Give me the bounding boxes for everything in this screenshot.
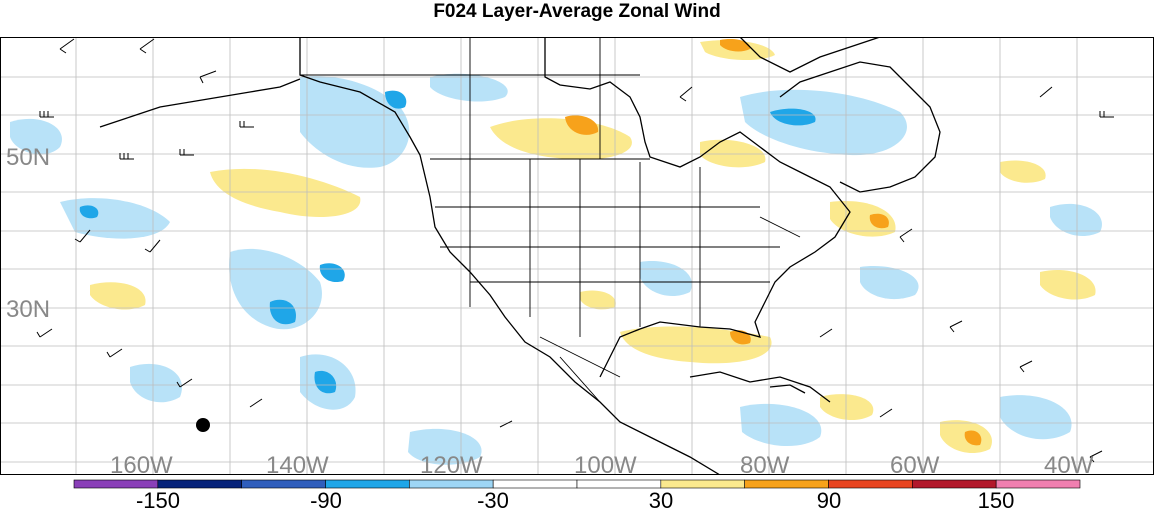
lon-label-160w: 160W: [110, 452, 173, 475]
colorbar-label-90: 90: [817, 488, 841, 511]
colorbar-box: [912, 479, 997, 489]
wind-map: 50N 30N 160W 140W 120W 100W 80W 60W 40W: [0, 36, 1154, 479]
map-panel: 50N 30N 160W 140W 120W 100W 80W 60W 40W: [0, 36, 1154, 479]
lat-label-50n: 50N: [6, 144, 50, 171]
colorbar-box: [409, 479, 494, 489]
colorbar-label-30: 30: [649, 488, 673, 511]
colorbar-box: [744, 479, 829, 489]
colorbar-box: [576, 479, 662, 489]
colorbar-label-150: 150: [978, 488, 1015, 511]
positive-wind-cores: [565, 39, 982, 446]
lon-label-140w: 140W: [266, 452, 329, 475]
colorbar-box: [995, 479, 1081, 489]
negative-wind-cores: [79, 90, 816, 394]
map-background: [0, 37, 1154, 475]
political-boundaries: [300, 37, 801, 403]
lon-label-80w: 80W: [740, 452, 790, 475]
colorbar-box: [492, 479, 578, 489]
lon-label-100w: 100W: [574, 452, 637, 475]
lat-label-30n: 30N: [6, 296, 50, 323]
map-title: F024 Layer-Average Zonal Wind: [433, 1, 721, 22]
wind-barbs: [36, 38, 1114, 463]
colorbar: -150 -90 -30 30 90 150: [73, 479, 1081, 511]
colorbar-box: [157, 479, 242, 489]
colorbar-boxes: [73, 479, 1081, 489]
colorbar-label-neg90: -90: [310, 488, 342, 511]
colorbar-box: [73, 479, 159, 489]
colorbar-label-neg150: -150: [136, 488, 180, 511]
colorbar-box: [660, 479, 745, 489]
colorbar-box: [828, 479, 913, 489]
colorbar-label-neg30: -30: [477, 488, 509, 511]
filled-circle-marker: [196, 418, 210, 432]
colorbar-box: [241, 479, 326, 489]
lat-lon-grid: [0, 37, 1154, 475]
lon-label-60w: 60W: [890, 452, 940, 475]
lon-label-120w: 120W: [420, 452, 483, 475]
colorbar-box: [325, 479, 410, 489]
lon-label-40w: 40W: [1044, 452, 1094, 475]
